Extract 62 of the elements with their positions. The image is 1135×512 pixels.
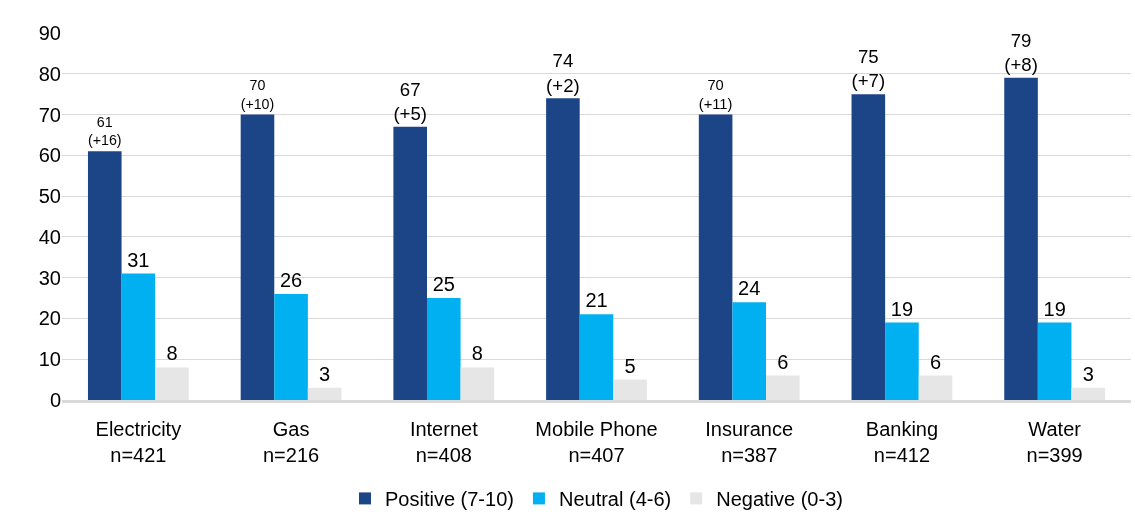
bar [579, 314, 614, 400]
bar [393, 126, 427, 400]
data-label: 21 [585, 289, 608, 312]
x-tick-label: Banking n=412 [865, 418, 939, 466]
y-tick-label: 0 [49, 389, 61, 411]
y-tick-label: 80 [38, 62, 61, 85]
bar [307, 387, 342, 400]
bar [766, 375, 800, 400]
bar [155, 367, 189, 400]
data-label: 75 (+7) [851, 46, 886, 92]
data-label: 19 [1043, 297, 1066, 320]
y-tick-label: 20 [38, 307, 61, 330]
data-label: 67 (+5) [393, 78, 427, 125]
x-tick-label: Mobile Phone n=407 [535, 418, 658, 466]
data-label: 24 [738, 277, 761, 300]
bar [851, 94, 886, 400]
bar [885, 322, 919, 400]
bar [1004, 77, 1038, 400]
data-label: 8 [166, 342, 178, 365]
bar [121, 273, 156, 400]
bar [274, 293, 308, 400]
data-label: 74 (+2) [546, 50, 580, 96]
data-label: 19 [890, 297, 914, 320]
y-tick-label: 10 [38, 348, 61, 371]
bar [732, 302, 767, 400]
y-tick-label: 60 [38, 144, 61, 167]
legend-label: Neutral (4-6) [558, 488, 672, 511]
bar [240, 114, 275, 400]
data-label: 70 (+11) [698, 76, 733, 112]
bar [460, 367, 495, 400]
data-label: 3 [1082, 362, 1094, 385]
legend-label: Positive (7-10) [385, 488, 514, 511]
data-label: 6 [777, 350, 789, 373]
x-tick-label: Insurance n=387 [705, 418, 794, 466]
bar [918, 375, 953, 400]
data-label: 70 (+10) [240, 77, 275, 112]
y-tick-label: 30 [38, 266, 61, 289]
x-tick-label: Electricity n=421 [95, 418, 182, 466]
x-tick-label: Internet n=408 [409, 418, 479, 466]
data-label: 3 [319, 362, 331, 385]
y-tick-label: 70 [38, 103, 61, 126]
legend-label: Negative (0-3) [716, 488, 843, 511]
y-tick-label: 40 [38, 225, 61, 248]
data-label: 26 [279, 268, 303, 291]
data-label: 25 [432, 273, 455, 296]
y-tick-label: 90 [38, 22, 61, 44]
bar [426, 298, 461, 400]
bar [1071, 387, 1106, 400]
bar [613, 379, 647, 400]
bar [1037, 322, 1072, 400]
data-label: 79 (+8) [1004, 29, 1038, 76]
bar [698, 114, 733, 400]
bar [546, 98, 580, 400]
data-label: 31 [127, 248, 150, 271]
y-tick-label: 50 [38, 185, 61, 208]
bar [87, 151, 122, 400]
data-label: 6 [929, 350, 942, 373]
data-label: 5 [624, 354, 636, 377]
data-label: 61 (+16) [87, 113, 122, 149]
data-label: 8 [471, 342, 483, 365]
x-tick-label: Gas n=216 [262, 418, 320, 466]
x-tick-label: Water n=399 [1026, 418, 1083, 466]
